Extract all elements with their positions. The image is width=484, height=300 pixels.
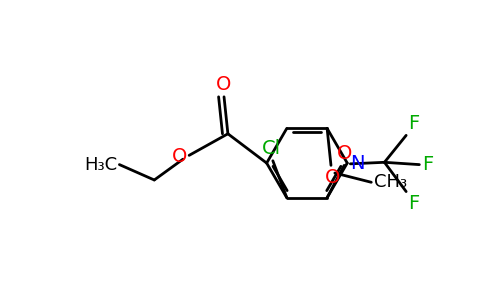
Text: O: O (325, 168, 340, 187)
Text: F: F (408, 114, 420, 133)
Text: H₃C: H₃C (84, 156, 117, 174)
Text: F: F (422, 155, 433, 174)
Text: CH₃: CH₃ (374, 173, 407, 191)
Text: O: O (172, 147, 188, 166)
Text: O: O (336, 144, 352, 163)
Text: N: N (350, 154, 365, 172)
Text: F: F (408, 194, 420, 213)
Text: Cl: Cl (262, 139, 281, 158)
Text: O: O (216, 75, 232, 94)
